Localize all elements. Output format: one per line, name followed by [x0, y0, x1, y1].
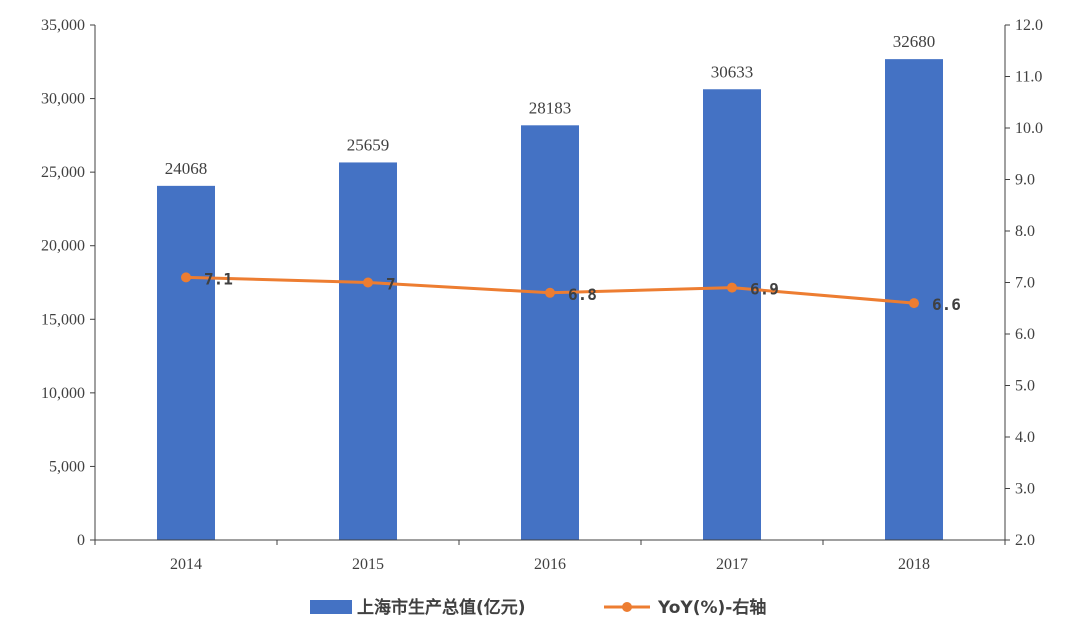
right-tick-label: 5.0: [1015, 378, 1035, 395]
bar-2017: [703, 89, 761, 540]
left-tick-label: 5,000: [49, 458, 85, 475]
legend-line-marker: [622, 602, 632, 612]
right-tick-label: 9.0: [1015, 172, 1035, 189]
bar-data-label: 25659: [347, 135, 390, 154]
left-tick-label: 25,000: [41, 164, 85, 181]
bar-2015: [339, 162, 397, 540]
yoy-data-label: 6.9: [750, 280, 779, 299]
left-tick-label: 0: [77, 532, 85, 549]
yoy-point-2017: [727, 282, 737, 293]
yoy-point-2016: [545, 287, 555, 298]
right-tick-label: 3.0: [1015, 481, 1035, 498]
legend-bar-label: 上海市生产总值(亿元): [357, 597, 526, 618]
right-tick-label: 4.0: [1015, 429, 1035, 446]
left-tick-label: 20,000: [41, 238, 85, 255]
x-tick-label: 2014: [170, 556, 202, 573]
bar-data-label: 28183: [529, 98, 572, 117]
yoy-data-label: 6.6: [932, 295, 961, 314]
legend-bar-swatch: [310, 600, 352, 614]
yoy-point-2018: [909, 298, 919, 309]
yoy-point-2014: [181, 272, 191, 283]
x-tick-label: 2017: [716, 556, 748, 573]
right-tick-label: 8.0: [1015, 223, 1035, 240]
yoy-data-label: 7: [386, 275, 396, 294]
bar-data-label: 24068: [165, 159, 208, 178]
right-tick-label: 10.0: [1015, 120, 1043, 137]
right-tick-label: 7.0: [1015, 275, 1035, 292]
right-tick-label: 12.0: [1015, 17, 1043, 34]
yoy-data-label: 7.1: [204, 269, 233, 288]
bar-2016: [521, 125, 579, 541]
left-tick-label: 15,000: [41, 311, 85, 328]
x-tick-label: 2016: [534, 556, 566, 573]
right-tick-label: 6.0: [1015, 326, 1035, 343]
right-tick-label: 2.0: [1015, 532, 1035, 549]
bar-2014: [157, 185, 215, 540]
x-tick-label: 2018: [898, 556, 930, 573]
bar-data-label: 32680: [893, 32, 936, 51]
yoy-data-label: 6.8: [568, 285, 597, 304]
yoy-point-2015: [363, 277, 373, 288]
bar-data-label: 30633: [711, 62, 754, 81]
left-tick-label: 35,000: [41, 17, 85, 34]
left-tick-label: 10,000: [41, 385, 85, 402]
legend-line-label: YoY(%)-右轴: [657, 597, 766, 618]
right-tick-label: 11.0: [1015, 69, 1042, 86]
x-tick-label: 2015: [352, 556, 384, 573]
left-tick-label: 30,000: [41, 91, 85, 108]
